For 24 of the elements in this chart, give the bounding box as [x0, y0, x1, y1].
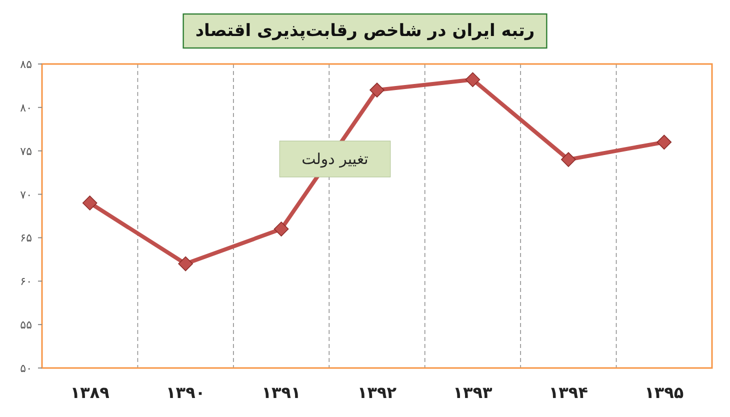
y-tick-label: ۸۰: [20, 101, 32, 114]
point: [656, 134, 672, 150]
x-tick-label: ۱۳۹۰: [166, 383, 206, 402]
point: [561, 152, 576, 167]
x-tick-label: ۱۳۹۴: [548, 383, 588, 402]
point: [274, 222, 289, 236]
point: [370, 82, 384, 98]
y-tick-label: ۷۰: [20, 188, 32, 202]
y-tick-label: ۷۵: [20, 144, 32, 158]
y-tick-label: ۵۰: [20, 362, 32, 375]
x-tick-label: ۱۳۹۵: [644, 383, 684, 402]
annotation: تغییر دولت: [302, 150, 368, 168]
y-tick-label: ۶۵: [20, 232, 32, 245]
y-tick-label: ۵۵: [20, 318, 32, 332]
x-tick-label: ۱۳۹۱: [262, 383, 301, 402]
x-tick-label: ۱۳۹۲: [357, 383, 397, 402]
x-tick-label: ۱۳۹۳: [453, 383, 492, 402]
chart-title: رتبه ایران در شاخص رقابت‌پذیری اقتصاد: [195, 21, 535, 41]
point: [465, 72, 480, 88]
x-tick-label: ۱۳۸۹: [70, 383, 110, 402]
point: [82, 196, 98, 210]
y-tick-label: ۸۵: [20, 58, 32, 71]
y-tick-label: ۶۰: [20, 275, 32, 288]
point: [178, 256, 193, 272]
